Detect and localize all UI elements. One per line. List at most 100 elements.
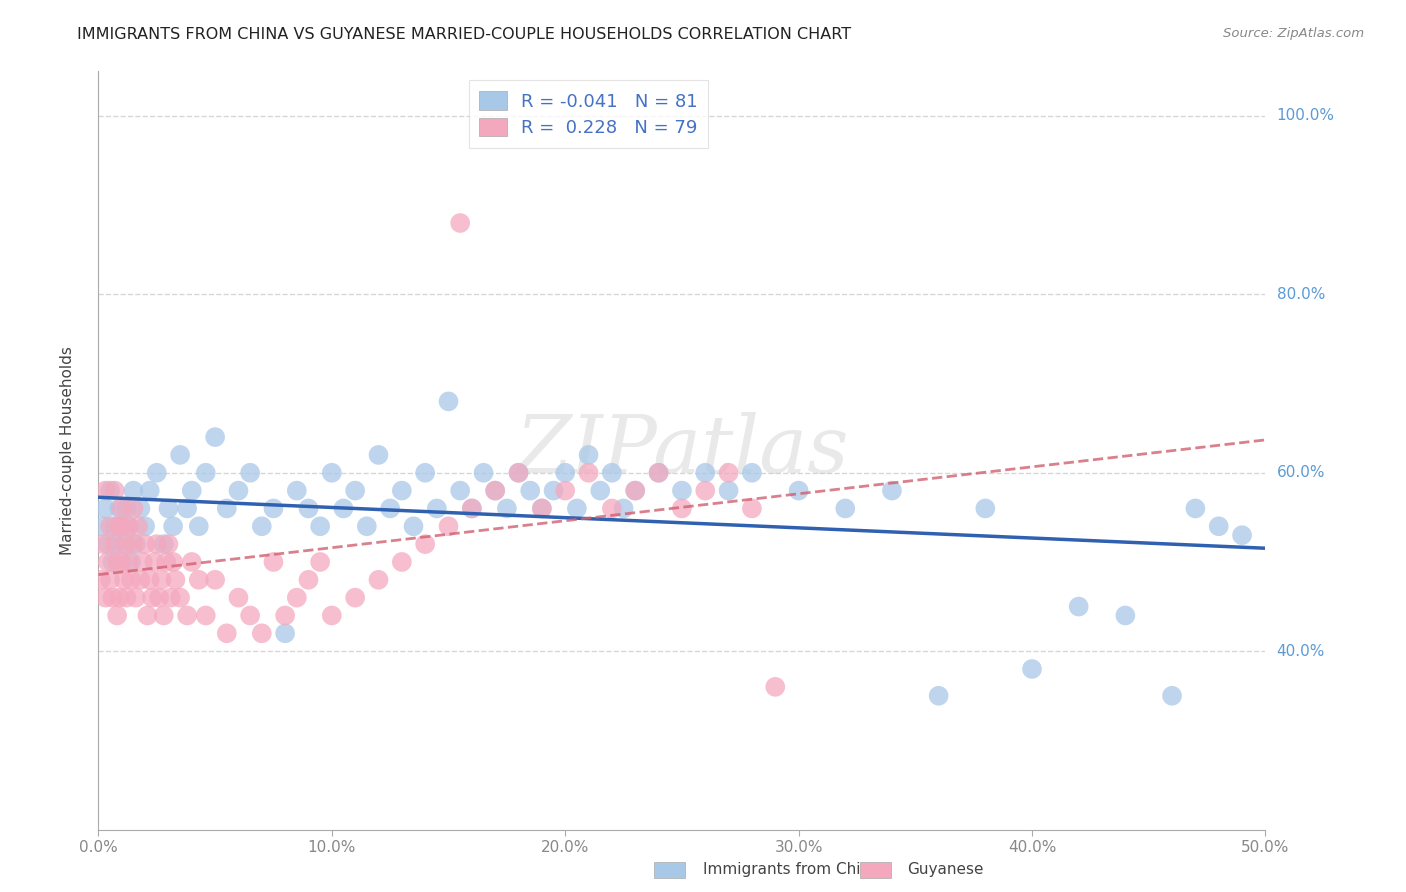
Point: [671, 483, 693, 498]
Point: [105, 555, 128, 569]
Point: [108, 591, 131, 605]
Point: [143, 555, 166, 569]
Point: [115, 501, 138, 516]
Point: [105, 537, 128, 551]
Point: [155, 555, 177, 569]
Point: [461, 501, 484, 516]
Point: [367, 448, 389, 462]
Point: [162, 555, 184, 569]
Point: [104, 537, 127, 551]
Point: [530, 501, 553, 516]
Point: [309, 555, 332, 569]
Point: [136, 608, 159, 623]
Point: [129, 501, 152, 516]
Point: [101, 555, 124, 569]
Point: [554, 483, 576, 498]
Point: [239, 608, 262, 623]
Point: [332, 501, 354, 516]
Point: [1184, 501, 1206, 516]
Point: [228, 591, 250, 605]
Point: [449, 483, 471, 498]
Point: [321, 466, 343, 480]
Point: [880, 483, 903, 498]
Text: 100.0%: 100.0%: [1277, 109, 1334, 123]
Point: [449, 216, 471, 230]
Point: [274, 626, 297, 640]
Point: [647, 466, 669, 480]
Point: [530, 501, 553, 516]
Point: [98, 573, 121, 587]
Point: [250, 626, 273, 640]
Point: [111, 519, 134, 533]
Point: [624, 483, 647, 498]
Point: [180, 483, 202, 498]
Point: [717, 483, 740, 498]
Point: [111, 501, 134, 516]
Point: [104, 483, 127, 498]
Point: [132, 555, 155, 569]
Point: [1208, 519, 1230, 533]
Point: [159, 591, 181, 605]
Point: [344, 483, 367, 498]
Point: [426, 501, 449, 516]
Point: [120, 573, 142, 587]
Y-axis label: Married-couple Households: Married-couple Households: [60, 346, 75, 555]
Point: [118, 555, 141, 569]
Point: [519, 483, 541, 498]
Point: [215, 626, 238, 640]
Point: [141, 591, 163, 605]
Point: [484, 483, 506, 498]
Point: [228, 483, 250, 498]
Text: 80.0%: 80.0%: [1277, 287, 1324, 301]
Text: ZIPatlas: ZIPatlas: [515, 412, 849, 489]
Point: [391, 555, 413, 569]
Point: [120, 555, 142, 569]
Point: [139, 483, 162, 498]
Point: [180, 555, 202, 569]
Point: [437, 394, 460, 409]
Point: [578, 448, 600, 462]
Text: Source: ZipAtlas.com: Source: ZipAtlas.com: [1223, 27, 1364, 40]
Point: [176, 501, 198, 516]
Point: [647, 466, 669, 480]
Point: [600, 501, 623, 516]
Text: 60.0%: 60.0%: [1277, 466, 1324, 480]
Point: [741, 501, 763, 516]
Point: [402, 519, 425, 533]
Point: [695, 483, 717, 498]
Text: 40.0%: 40.0%: [1277, 644, 1324, 658]
Point: [297, 573, 319, 587]
Point: [122, 501, 145, 516]
Point: [111, 555, 134, 569]
Point: [496, 501, 519, 516]
Point: [115, 537, 138, 551]
Point: [1230, 528, 1253, 542]
Point: [461, 501, 484, 516]
Point: [787, 483, 810, 498]
Point: [108, 501, 131, 516]
Point: [380, 501, 402, 516]
Point: [129, 573, 152, 587]
Point: [565, 501, 588, 516]
Text: Immigrants from China: Immigrants from China: [703, 863, 880, 877]
Point: [204, 573, 226, 587]
Point: [148, 591, 170, 605]
Point: [134, 537, 156, 551]
Point: [105, 608, 128, 623]
Point: [194, 608, 217, 623]
Point: [309, 519, 332, 533]
Point: [91, 537, 114, 551]
Point: [600, 466, 623, 480]
Point: [176, 608, 198, 623]
Point: [285, 591, 308, 605]
Point: [146, 537, 169, 551]
Point: [187, 573, 209, 587]
Point: [118, 519, 141, 533]
Point: [250, 519, 273, 533]
Point: [928, 689, 950, 703]
Point: [94, 483, 117, 498]
Point: [671, 501, 693, 516]
Point: [508, 466, 530, 480]
Point: [391, 483, 413, 498]
Point: [94, 501, 117, 516]
